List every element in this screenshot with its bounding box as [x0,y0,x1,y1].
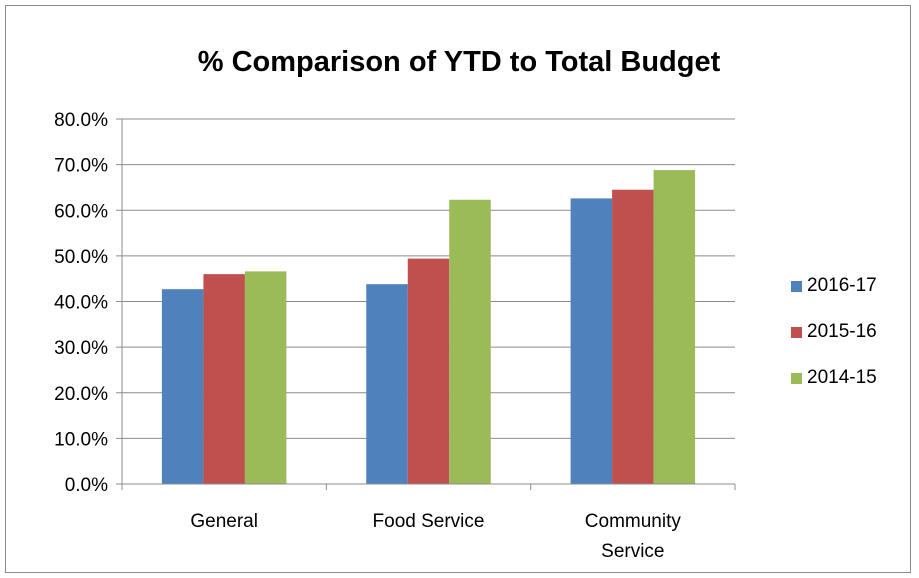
legend-item: 2016-17 [791,275,877,296]
y-tick-label: 80.0% [54,110,108,131]
y-tick-label: 60.0% [54,201,108,222]
legend-item: 2014-15 [791,367,877,388]
bar [612,189,654,484]
y-tick-label: 30.0% [54,338,108,359]
y-tick-label: 50.0% [54,247,108,268]
bar [653,170,696,484]
bar-chart: 0.0% 10.0% 20.0% 30.0% 40.0% 50.0% 60.0% 70.0% 8… [54,110,736,562]
axes [116,118,736,490]
bar [407,258,450,484]
legend-label: 2016-17 [807,275,877,296]
x-tick-label: Community [585,511,682,532]
bars [161,170,696,484]
legend-item: 2015-16 [791,321,877,342]
legend-swatch [791,280,802,292]
legend: 2016-17 2015-16 2014-15 [791,275,877,414]
bar [366,284,408,484]
y-tick-label: 70.0% [54,156,108,177]
y-tick-label: 0.0% [65,475,108,496]
bar [244,271,287,484]
chart-title: % Comparison of YTD to Total Budget [197,46,721,78]
chart-frame: % Comparison of YTD to Total Budget 0.0%… [5,5,911,573]
y-tick-label: 20.0% [54,384,108,405]
axis-labels: 0.0% 10.0% 20.0% 30.0% 40.0% 50.0% 60.0% 70.0% 8… [54,110,681,562]
legend-label: 2015-16 [807,321,877,342]
x-tick-label: General [190,511,258,532]
bar [203,274,245,484]
bar [161,289,204,484]
bar [570,198,613,484]
x-tick-label: Service [601,541,664,562]
legend-swatch [791,372,802,384]
legend-swatch [791,326,802,338]
legend-label: 2014-15 [807,367,877,388]
y-tick-label: 10.0% [54,429,108,450]
bar [449,199,491,484]
y-tick-label: 40.0% [54,293,108,314]
x-tick-label: Food Service [373,511,485,532]
